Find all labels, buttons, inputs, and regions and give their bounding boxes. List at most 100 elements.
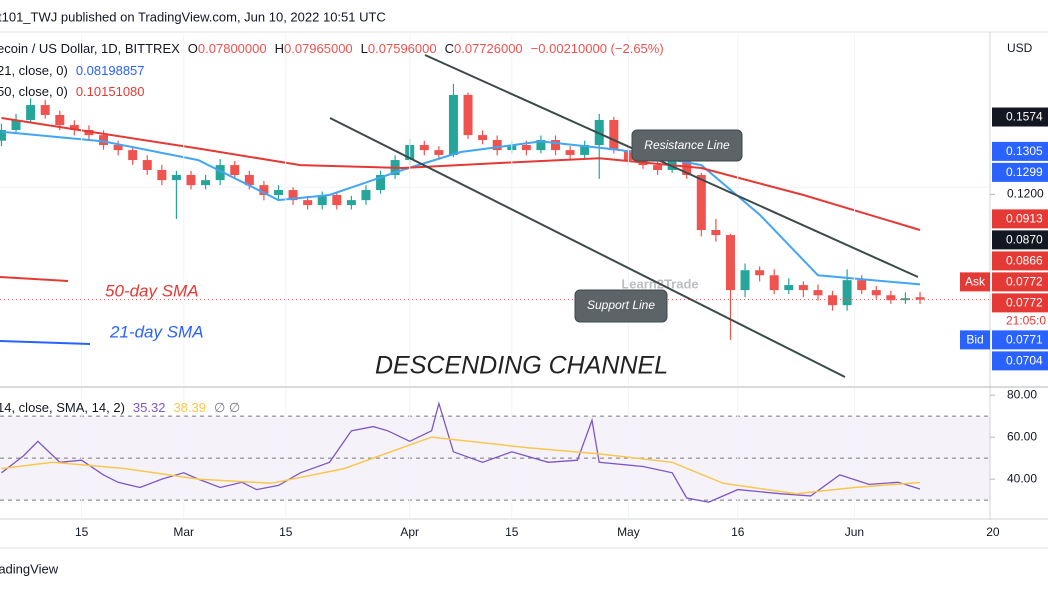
sma-line xyxy=(1,130,921,286)
x-tick-label: 15 xyxy=(279,525,293,539)
sma-legend: 21, close, 0) 0.08198857 xyxy=(0,63,145,78)
price-tag xyxy=(992,162,1048,182)
series-value: 0.08198857 xyxy=(76,63,145,78)
value: 0.07596000 xyxy=(368,41,437,56)
candle-body xyxy=(332,195,342,206)
series-name: 50, close, 0) xyxy=(0,84,68,99)
indicator-value: 38.39 xyxy=(173,400,206,415)
candle-body xyxy=(725,235,735,291)
x-tick-label: Jun xyxy=(845,525,864,539)
x-tick-label: Apr xyxy=(400,525,419,539)
annotation: 21-day SMA xyxy=(109,322,204,341)
candle-body xyxy=(230,165,240,176)
candle-body xyxy=(99,135,109,146)
annotation: DESCENDING CHANNEL xyxy=(375,352,668,380)
candle-body xyxy=(740,270,750,291)
rsi-legend: 14, close, SMA, 14, 2) 35.32 38.39 ∅ ∅ xyxy=(0,400,240,415)
candle-body xyxy=(128,150,138,161)
price-tag-label: 0.1299 xyxy=(1006,165,1043,179)
label-box xyxy=(631,129,743,162)
candle-body xyxy=(463,94,473,136)
candle-body xyxy=(900,298,910,301)
side-tag xyxy=(960,330,990,350)
unit: USD xyxy=(1007,41,1033,55)
y-tick-label: 0.1200 xyxy=(1007,187,1044,201)
value: 0.07800000 xyxy=(198,41,267,56)
countdown: 21:05:0 xyxy=(1006,314,1046,328)
sma50-key xyxy=(0,276,69,282)
series-name: 21, close, 0) xyxy=(0,63,68,78)
y-tick-label: 40.00 xyxy=(1007,471,1037,485)
plot: 0.1574 0.1305 0.1299 0.1200 0.0913 0.0870 0.08… xyxy=(0,35,1048,539)
y-tick-label: 80.00 xyxy=(1007,387,1037,401)
candle-body xyxy=(448,94,458,155)
candle-body xyxy=(915,297,925,300)
candle-body xyxy=(361,190,371,201)
candle-body xyxy=(696,175,706,230)
price-tag-label: 0.0771 xyxy=(1006,333,1043,347)
x-tick-label: 20 xyxy=(986,525,1000,539)
candle-body xyxy=(113,145,123,151)
candle-body xyxy=(857,280,867,291)
candle-body xyxy=(201,180,211,186)
candle-body xyxy=(376,175,386,191)
candle-body xyxy=(303,200,313,206)
publisher: t101_TWJ published on TradingView.com, J… xyxy=(0,9,386,24)
price-tag xyxy=(992,107,1048,127)
candle-body xyxy=(69,125,79,130)
series-value: 0.10151080 xyxy=(76,84,145,99)
indicator-line xyxy=(1,401,921,503)
candle-body xyxy=(565,150,575,155)
candle-body xyxy=(478,135,488,141)
candle-body xyxy=(871,290,881,296)
label: O xyxy=(188,41,198,56)
price-tag-label: 0.0704 xyxy=(1006,354,1043,368)
price-tag-label: 0.1574 xyxy=(1006,110,1043,124)
candle-body xyxy=(317,195,327,206)
resistance-line xyxy=(424,54,919,278)
side-tag xyxy=(960,272,990,292)
price-tag xyxy=(992,251,1048,271)
sma21-key xyxy=(0,340,91,345)
candle-body xyxy=(171,175,181,181)
brand: radingView xyxy=(0,561,59,576)
flags: ∅ ∅ xyxy=(214,400,240,415)
candle-body xyxy=(215,165,225,181)
price-tag xyxy=(992,330,1048,350)
support-line xyxy=(329,117,846,378)
candle-body xyxy=(769,275,779,291)
annotation: Support Line xyxy=(587,298,655,312)
candle-body xyxy=(259,185,269,196)
label: H xyxy=(275,41,284,56)
candle-body xyxy=(784,285,794,291)
candle-body xyxy=(186,175,196,186)
price-tag xyxy=(992,209,1048,229)
price-tag-label: 0.0913 xyxy=(1006,212,1043,226)
candle-body xyxy=(157,169,167,181)
change: −0.00210000 (−2.65%) xyxy=(531,41,664,56)
candle-body xyxy=(11,119,21,130)
candle-body xyxy=(492,140,502,151)
candle-body xyxy=(609,119,619,151)
candle-body xyxy=(40,105,50,115)
value: 0.07965000 xyxy=(284,41,353,56)
candle-body xyxy=(521,145,531,151)
x-tick-label: Mar xyxy=(173,525,194,539)
indicator-value: 35.32 xyxy=(133,400,166,415)
candle-body xyxy=(55,114,65,126)
trend-lines xyxy=(0,54,919,378)
sma-line xyxy=(1,117,921,231)
candle-body xyxy=(798,285,808,291)
candle-body xyxy=(828,295,838,306)
candle-body xyxy=(419,145,429,151)
candle-body xyxy=(551,140,561,151)
candle-body xyxy=(842,280,852,306)
symbol: ecoin / US Dollar, 1D, BITTREX xyxy=(0,41,180,56)
price-tag-label: 0.1305 xyxy=(1006,144,1043,158)
candle-body xyxy=(536,140,546,151)
y-tick-label: 60.00 xyxy=(1007,429,1037,443)
label-box xyxy=(574,289,668,323)
candle-body xyxy=(346,200,356,206)
x-tick-label: 16 xyxy=(731,525,745,539)
